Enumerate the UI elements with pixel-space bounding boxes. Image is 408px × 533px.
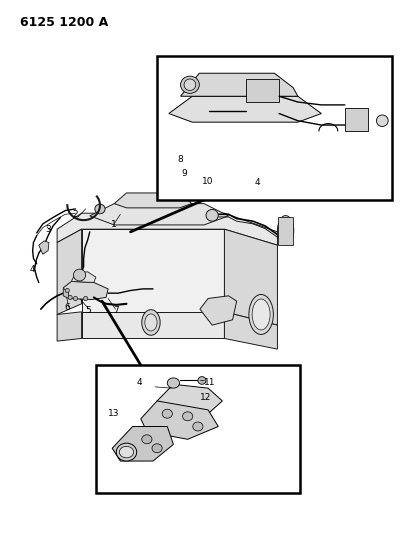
Polygon shape [157, 384, 222, 414]
Polygon shape [57, 213, 277, 245]
Ellipse shape [377, 115, 388, 126]
Bar [246, 79, 279, 102]
Ellipse shape [119, 446, 134, 458]
Polygon shape [224, 312, 277, 349]
Polygon shape [112, 426, 173, 461]
Ellipse shape [73, 296, 78, 301]
Ellipse shape [142, 310, 160, 335]
Polygon shape [90, 204, 228, 225]
Text: 12: 12 [200, 393, 211, 401]
Ellipse shape [152, 444, 162, 453]
Ellipse shape [95, 204, 105, 214]
Ellipse shape [181, 76, 199, 93]
Ellipse shape [73, 269, 86, 281]
Ellipse shape [198, 377, 206, 384]
Polygon shape [57, 312, 82, 341]
Text: 8: 8 [177, 156, 183, 164]
Ellipse shape [116, 443, 137, 461]
Polygon shape [82, 312, 224, 338]
Ellipse shape [84, 296, 88, 301]
Polygon shape [200, 296, 237, 325]
Ellipse shape [193, 422, 203, 431]
Ellipse shape [145, 314, 157, 331]
Polygon shape [63, 281, 108, 300]
Text: 9: 9 [182, 169, 187, 177]
Ellipse shape [167, 378, 180, 388]
Bar [345, 108, 368, 131]
Text: 4: 4 [137, 378, 142, 387]
Text: 4: 4 [255, 179, 261, 187]
Polygon shape [141, 401, 218, 439]
Polygon shape [71, 272, 96, 282]
Polygon shape [57, 229, 82, 314]
Ellipse shape [182, 412, 193, 421]
Polygon shape [169, 96, 322, 122]
Ellipse shape [206, 209, 218, 221]
Ellipse shape [277, 215, 294, 245]
Polygon shape [180, 73, 298, 96]
Ellipse shape [142, 435, 152, 444]
Text: 13: 13 [108, 409, 120, 417]
Bar [157, 56, 392, 200]
Ellipse shape [252, 299, 270, 330]
Polygon shape [39, 241, 49, 254]
Text: 5: 5 [85, 306, 91, 314]
Text: 6125 1200 A: 6125 1200 A [20, 16, 109, 29]
Text: 10: 10 [202, 177, 213, 185]
Ellipse shape [184, 79, 196, 91]
Polygon shape [63, 289, 69, 298]
Ellipse shape [68, 295, 72, 300]
Ellipse shape [162, 409, 172, 418]
Text: 4: 4 [30, 265, 35, 273]
Polygon shape [114, 193, 192, 208]
Ellipse shape [65, 288, 69, 293]
Text: 1: 1 [111, 221, 117, 229]
Text: 11: 11 [204, 378, 215, 387]
Polygon shape [82, 229, 224, 312]
Text: 2: 2 [73, 211, 78, 219]
Text: 6: 6 [64, 303, 70, 311]
Bar [278, 217, 293, 245]
Bar [96, 365, 300, 493]
Text: 3: 3 [45, 225, 51, 233]
Polygon shape [224, 229, 277, 325]
Ellipse shape [249, 294, 273, 335]
Text: 7: 7 [113, 306, 119, 314]
